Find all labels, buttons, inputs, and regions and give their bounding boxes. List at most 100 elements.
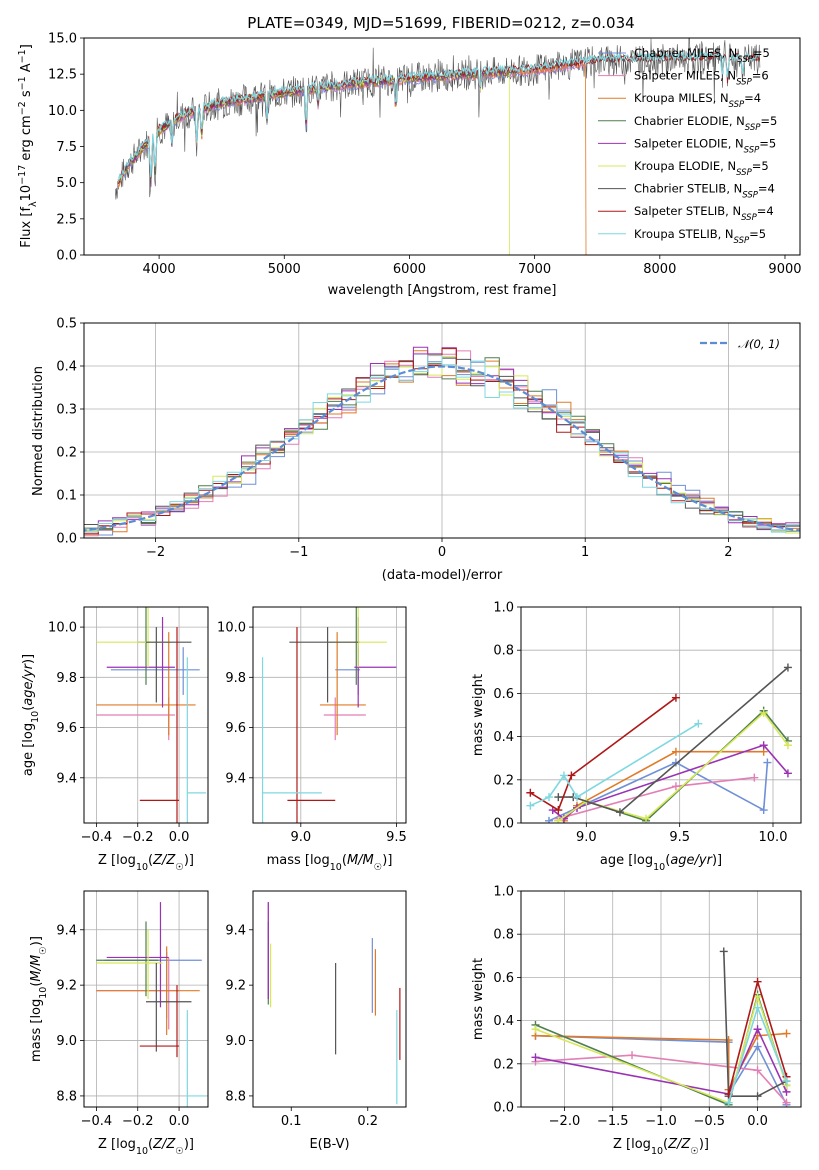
x-tick-label: 0.0	[169, 830, 190, 845]
x-tick-label: 0	[438, 545, 446, 560]
weight-marker	[671, 782, 680, 791]
x-axis-label: age [log10(age/yr)]	[600, 853, 722, 873]
y-tick-label: 9.6	[225, 721, 246, 736]
errorbar-chabrier-stelib	[289, 627, 359, 703]
y-tick-label: 0.2	[56, 446, 77, 461]
weight-marker	[753, 1042, 762, 1051]
x-axis-label: Z [log10(Z/Z☉)]	[98, 1137, 194, 1157]
weight-marker	[753, 1025, 762, 1034]
weight-line	[723, 951, 787, 1097]
x-tick-label: −1.5	[597, 1114, 629, 1129]
y-tick-label: 9.4	[56, 771, 77, 786]
y-tick-label: 0.4	[493, 1014, 514, 1029]
weight-marker	[782, 1077, 791, 1086]
y-tick-label: 9.4	[225, 771, 246, 786]
errorbar-kroupa-stelib	[261, 657, 322, 823]
weight-marker	[531, 1053, 540, 1062]
y-tick-label: 10.0	[217, 621, 246, 636]
legend-label-chabrier-stelib: Chabrier STELIB, NSSP=4	[634, 182, 775, 201]
age-vs-metallicity-panel: −0.4 −0.2 0.0 9.4 9.6 9.8 10.0 Z [log10(Z/Z☉)] a…	[21, 606, 209, 873]
x-tick-label: 9000	[768, 262, 801, 277]
x-axis-label: Z [log10(Z/Z☉)]	[98, 853, 194, 873]
weight-marker	[671, 747, 680, 756]
errorbar-kroupa-elodie	[96, 929, 163, 999]
legend-label-salpeter-elodie: Salpeter ELODIE, NSSP=5	[634, 136, 776, 155]
weight-marker	[694, 719, 703, 728]
axes-frame	[83, 890, 209, 1108]
y-tick-label: 7.5	[56, 140, 77, 155]
weight-marker	[782, 1029, 791, 1038]
weight-marker	[545, 816, 553, 823]
weight-marker	[554, 793, 563, 802]
weight-marker	[724, 1098, 733, 1107]
errorbar-salpeter-elodie	[106, 902, 169, 1008]
errorbar-chabrier-stelib	[146, 627, 192, 703]
weight-marker	[545, 793, 553, 802]
axes-frame	[83, 606, 209, 824]
x-tick-label: −0.4	[81, 1114, 113, 1129]
plot-area	[96, 902, 206, 1107]
x-tick-label: 5000	[268, 262, 301, 277]
weight-marker	[753, 977, 762, 986]
x-tick-label: −0.2	[122, 830, 154, 845]
weight-series-kroupa-stelib	[724, 1003, 791, 1107]
y-tick-label: 1.0	[493, 601, 514, 616]
y-tick-label: 9.4	[225, 923, 246, 938]
weight-marker	[783, 663, 792, 672]
legend-label-kroupa-stelib: Kroupa STELIB, NSSP=5	[634, 227, 766, 246]
model-line-kroupa-elodie	[117, 66, 511, 255]
x-tick-label: 9.0	[290, 830, 311, 845]
errorbar-kroupa-elodie	[329, 607, 387, 668]
x-tick-label: −0.5	[693, 1114, 725, 1129]
y-tick-label: 12.5	[48, 68, 77, 83]
y-axis-label: Normed distribution	[31, 366, 46, 496]
plot-area	[96, 607, 206, 823]
x-tick-label: 6000	[393, 262, 426, 277]
errorbar-chabrier-miles	[110, 647, 200, 695]
weight-series-salpeter-stelib	[526, 693, 680, 815]
y-tick-label: 0.8	[493, 928, 514, 943]
x-tick-label: −1	[289, 545, 308, 560]
mass-vs-ebv-panel: 0.1 0.2 8.8 9.0 9.2 9.4 E(B-V)	[225, 890, 407, 1152]
x-axis-label: (data-model)/error	[382, 568, 503, 583]
y-tick-label: 0.6	[493, 687, 514, 702]
x-tick-label: 10.0	[759, 830, 788, 845]
y-axis-label: mass [log10(M/M☉)]	[29, 936, 49, 1062]
axes-frame	[83, 322, 801, 539]
residuals-histogram-panel: −2 −1 0 1 2 0.0 0.1 0.2 0.3 0.4 0.5 𝒩(0, 1) (data-mo…	[31, 317, 801, 583]
normal-curve	[84, 365, 800, 532]
x-axis-label: wavelength [Angstrom, rest frame]	[328, 283, 557, 298]
weight-marker	[753, 992, 762, 1001]
y-tick-label: 9.0	[56, 1034, 77, 1049]
y-tick-label: 10.0	[48, 621, 77, 636]
x-tick-label: 9.5	[669, 830, 690, 845]
weight-marker	[615, 808, 624, 817]
x-tick-label: 0.2	[357, 1114, 378, 1129]
weight-series-salpeter-miles	[531, 1051, 791, 1107]
x-tick-label: 7000	[518, 262, 551, 277]
x-tick-label: −1.0	[645, 1114, 677, 1129]
errorbar-kroupa-miles	[319, 632, 366, 736]
y-tick-label: 0.6	[493, 971, 514, 986]
y-tick-label: 0.3	[56, 403, 77, 418]
errorbar-kroupa-stelib	[186, 1010, 206, 1107]
y-tick-label: 0.2	[493, 773, 514, 788]
x-tick-label: −0.4	[81, 830, 113, 845]
x-tick-label: −2	[146, 545, 165, 560]
y-axis-label: age [log10(age/yr)]	[21, 654, 41, 776]
x-tick-label: 1	[581, 545, 589, 560]
legend-label-kroupa-miles: Kroupa MILES, NSSP=4	[634, 91, 761, 110]
weight-series-kroupa-elodie	[554, 708, 792, 823]
weight-marker	[783, 741, 792, 750]
errorbar-chabrier-stelib	[146, 963, 192, 1052]
y-tick-label: 9.4	[56, 923, 77, 938]
y-tick-label: 0.0	[56, 249, 77, 264]
x-tick-label: 4000	[143, 262, 176, 277]
y-tick-label: 1.0	[493, 885, 514, 900]
y-tick-label: 0.0	[493, 1101, 514, 1116]
y-tick-label: 0.4	[56, 360, 77, 375]
x-tick-label: 8000	[643, 262, 676, 277]
age-vs-mass-panel: 9.0 9.5 9.4 9.6 9.8 10.0 mass [log10(M/M☉)]	[217, 606, 407, 873]
plot-area	[84, 346, 800, 538]
